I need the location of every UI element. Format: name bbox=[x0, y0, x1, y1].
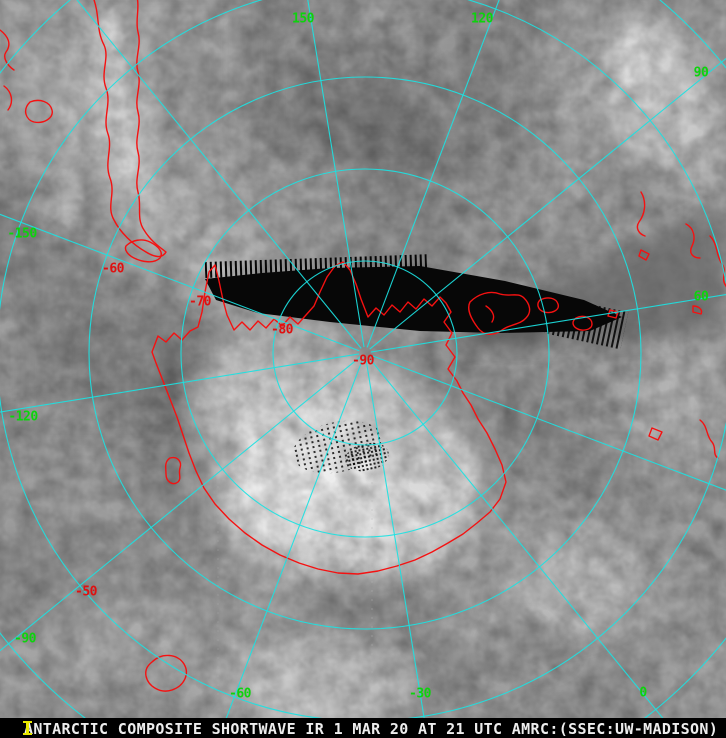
chile-islands bbox=[0, 29, 53, 124]
meridian-line--30 bbox=[365, 358, 425, 718]
missing-data-layer bbox=[204, 206, 726, 700]
south-atlantic-islands bbox=[636, 191, 726, 288]
meridian-line-150 bbox=[307, 0, 365, 348]
bottom-left-island bbox=[145, 654, 188, 692]
meridian-line--150 bbox=[0, 213, 360, 352]
meridian-line-0 bbox=[368, 357, 664, 718]
caption-text: ANTARCTIC COMPOSITE SHORTWAVE IR 1 MAR 2… bbox=[24, 720, 719, 738]
meridian-line--90 bbox=[0, 356, 361, 652]
imagery-layer bbox=[0, 0, 726, 718]
tierra-del-fuego bbox=[124, 239, 162, 263]
meridian-line-90 bbox=[369, 57, 726, 350]
peninsula-island-complex bbox=[468, 291, 531, 335]
latitude-circle--80 bbox=[272, 260, 458, 446]
right-edge-coast bbox=[699, 419, 719, 459]
latitude-circle--70 bbox=[180, 168, 550, 538]
text-cursor bbox=[23, 721, 32, 735]
missing-data-wedge bbox=[205, 266, 622, 333]
graticule-overlay bbox=[0, 0, 726, 718]
meridian-line--180 bbox=[76, 0, 362, 349]
latitude-circle--60 bbox=[88, 76, 642, 630]
meridian-line--120 bbox=[0, 353, 360, 413]
antarctica-coast bbox=[151, 261, 507, 575]
coastline-layer bbox=[0, 0, 726, 692]
map-display[interactable]: 150 120 90 60 0 -30 -60 -90 -120 -150 -90 -80 -70 -60… bbox=[0, 0, 726, 718]
caption-bar: ANTARCTIC COMPOSITE SHORTWAVE IR 1 MAR 2… bbox=[0, 718, 726, 738]
satellite-image bbox=[0, 0, 726, 718]
meridian-line-60 bbox=[370, 293, 726, 353]
offshore-islands bbox=[537, 297, 703, 441]
south-america-coast bbox=[93, 0, 167, 258]
meridian-line-30 bbox=[370, 354, 726, 491]
alexander-island bbox=[164, 456, 182, 485]
meridian-line-120 bbox=[366, 0, 500, 348]
meridian-line--60 bbox=[225, 358, 364, 718]
